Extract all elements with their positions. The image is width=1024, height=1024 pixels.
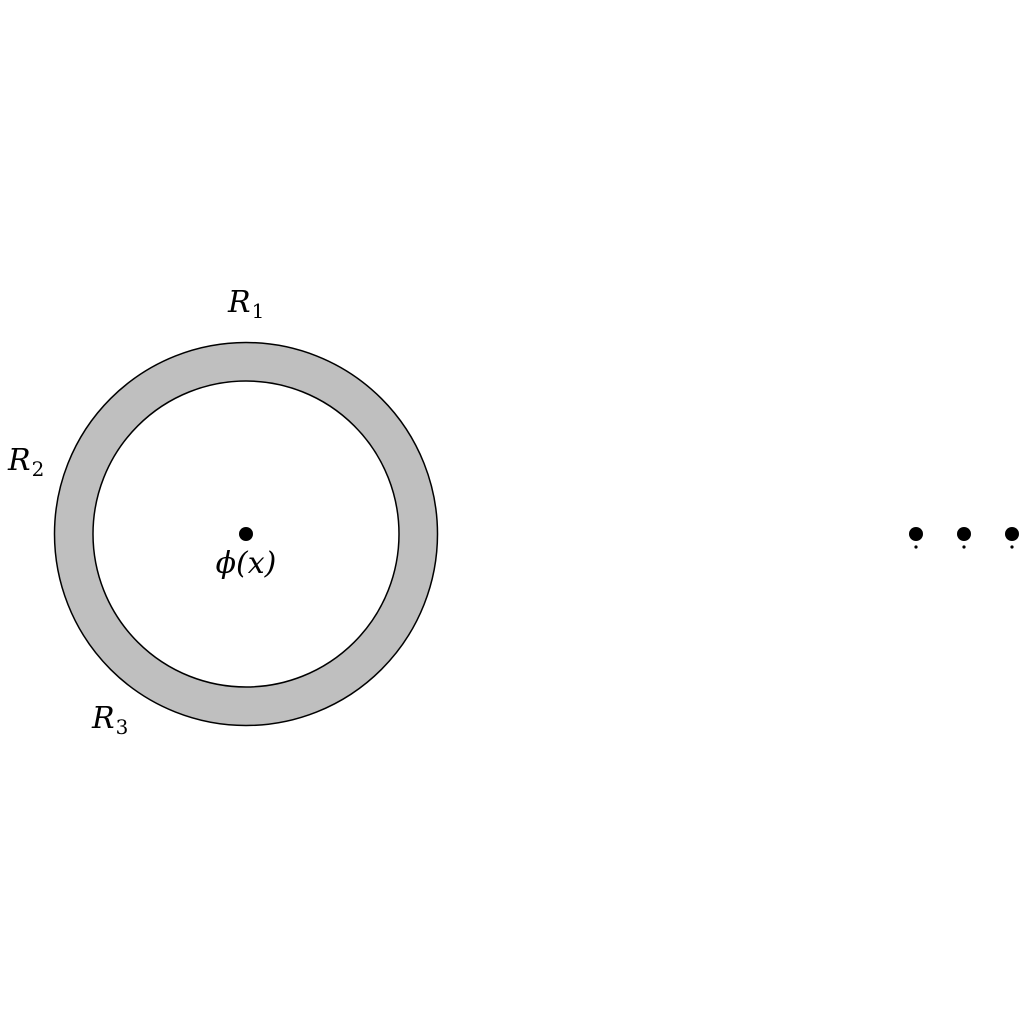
ellipsis-dot [957, 527, 971, 541]
r3-label-base: R [91, 701, 115, 736]
ellipsis-dot-small [1010, 545, 1014, 549]
center-point [239, 527, 253, 541]
r1-label: R1 [227, 285, 264, 323]
r2-label-base: R [7, 443, 31, 478]
center-label: ϕ(x) [216, 546, 277, 581]
ellipsis-dot [1005, 527, 1019, 541]
r2-label: R2 [7, 443, 44, 481]
ellipsis-dot-small [914, 545, 918, 549]
r1-label-base: R [227, 285, 251, 320]
ellipsis-dots [909, 527, 1019, 549]
r3-label-subscript: 3 [116, 715, 129, 739]
ellipsis-dot-small [962, 545, 966, 549]
r3-label: R3 [91, 701, 128, 739]
r1-label-subscript: 1 [252, 299, 265, 323]
ellipsis-dot [909, 527, 923, 541]
r2-label-subscript: 2 [32, 457, 45, 481]
